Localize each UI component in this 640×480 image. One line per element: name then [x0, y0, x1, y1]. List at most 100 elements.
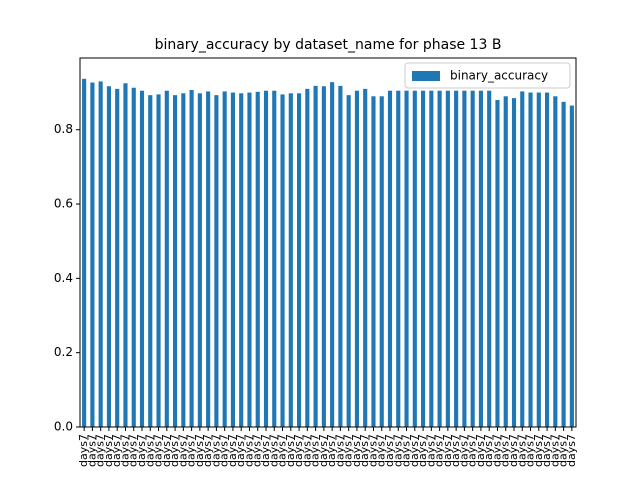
bar	[247, 92, 252, 428]
x-tick-label: days7	[185, 434, 198, 467]
bar	[115, 88, 120, 428]
x-tick-label: days7	[267, 434, 280, 467]
x-tick-label: days7	[366, 434, 379, 467]
bar	[263, 90, 269, 428]
bar	[338, 85, 343, 428]
x-tick-label: days7	[176, 434, 189, 467]
x-tick-label: days7	[466, 434, 479, 467]
x-tick-label: days7	[482, 434, 495, 467]
legend-box	[404, 62, 571, 89]
bar	[454, 90, 459, 428]
bar	[520, 91, 525, 428]
bar	[272, 90, 277, 428]
x-tick-label: days7	[433, 434, 446, 467]
bar	[230, 92, 235, 428]
x-tick-label: days7	[259, 434, 272, 467]
y-tick-label: 0.4	[54, 271, 73, 285]
bar	[131, 87, 136, 428]
x-tick-label: days7	[548, 434, 561, 467]
bar	[305, 88, 310, 428]
x-tick-label: days7	[499, 434, 512, 467]
x-tick-label: days7	[143, 434, 156, 467]
bar	[553, 96, 558, 427]
axes-frame	[79, 57, 577, 428]
bar	[437, 90, 442, 428]
bar	[239, 93, 244, 427]
x-tick-label: days7	[152, 434, 165, 467]
x-tick-label: days7	[292, 434, 305, 467]
bar	[495, 99, 500, 427]
x-tick-label: days7	[276, 434, 289, 467]
x-tick-label: days7	[515, 434, 528, 467]
x-tick-label: days7	[85, 434, 98, 467]
bar	[536, 92, 541, 428]
x-tick-label: days7	[201, 434, 214, 467]
bar	[255, 91, 260, 428]
bar	[561, 101, 566, 428]
bar	[470, 90, 475, 428]
bar	[379, 96, 384, 427]
x-tick-label: days7	[532, 434, 545, 467]
bar	[222, 91, 227, 428]
bar	[429, 90, 434, 428]
bar	[528, 92, 533, 428]
bar	[503, 96, 508, 427]
x-tick-label: days7	[524, 434, 537, 467]
bar	[90, 82, 95, 427]
bar	[164, 90, 169, 428]
bar	[156, 94, 161, 427]
x-tick-label: days7	[284, 434, 297, 467]
x-tick-label: days7	[218, 434, 231, 467]
bar	[346, 95, 351, 427]
x-tick-label: days7	[358, 434, 371, 467]
x-tick-label: days7	[474, 434, 487, 467]
x-tick-label: days7	[325, 434, 338, 467]
bar	[148, 95, 153, 427]
y-tick-label: 0.6	[54, 197, 73, 211]
bar	[412, 90, 417, 428]
bar	[206, 91, 211, 428]
bar	[106, 86, 111, 427]
x-tick-label: days7	[242, 434, 255, 467]
x-tick-label: days7	[102, 434, 115, 467]
bar	[404, 90, 409, 428]
x-tick-label: days7	[391, 434, 404, 467]
x-tick-label: days7	[449, 434, 462, 467]
bar	[487, 90, 492, 428]
x-tick-label: days7	[234, 434, 247, 467]
x-tick-label: days7	[540, 434, 553, 467]
x-tick-label: days7	[251, 434, 264, 467]
legend-swatch	[412, 71, 440, 81]
x-tick-label: days7	[309, 434, 322, 467]
x-tick-label: days7	[557, 434, 570, 467]
x-tick-label: days7	[160, 434, 173, 467]
x-tick-label: days7	[565, 434, 578, 467]
x-tick-label: days7	[342, 434, 355, 467]
bar	[478, 90, 483, 428]
x-tick-label: days7	[209, 434, 222, 467]
x-tick-label: days7	[383, 434, 396, 467]
legend-label: binary_accuracy	[450, 69, 548, 83]
bar	[82, 78, 87, 428]
bar	[280, 94, 285, 427]
x-tick-label: days7	[317, 434, 330, 467]
bar	[511, 98, 517, 427]
x-tick-label: days7	[94, 434, 107, 467]
x-tick-label: days7	[400, 434, 413, 467]
bar	[313, 85, 318, 428]
bar	[387, 90, 393, 428]
bar	[123, 83, 128, 427]
x-tick-label: days7	[507, 434, 520, 467]
x-tick-label: days7	[441, 434, 454, 467]
bar	[371, 96, 376, 427]
x-tick-label: days7	[77, 434, 90, 467]
bar	[569, 105, 574, 428]
x-tick-label: days7	[226, 434, 239, 467]
y-tick-label: 0.0	[54, 420, 73, 434]
bar	[173, 95, 178, 427]
bar	[197, 93, 202, 427]
x-tick-label: days7	[333, 434, 346, 467]
x-tick-label: days7	[110, 434, 123, 467]
x-tick-label: days7	[118, 434, 131, 467]
